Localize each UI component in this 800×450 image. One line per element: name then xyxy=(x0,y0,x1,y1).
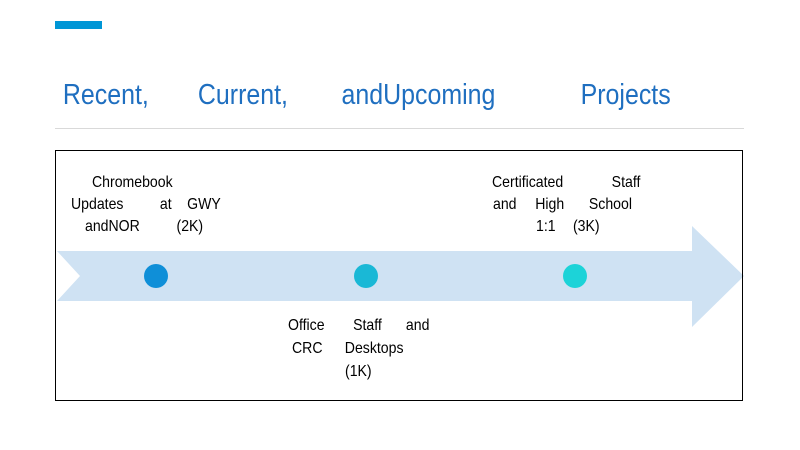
label-word: High xyxy=(535,196,565,213)
milestone-dot-chromebook xyxy=(144,264,168,288)
title-word-projects: Projects xyxy=(580,79,671,111)
timeline-frame xyxy=(55,150,743,401)
label-word: (2K) xyxy=(176,218,204,235)
label-word: Staff xyxy=(353,317,382,334)
label-word: 1:1 xyxy=(536,218,556,235)
title-word-recent: Recent, xyxy=(62,79,149,111)
label-word: Chromebook xyxy=(92,174,173,191)
timeline-arrow xyxy=(57,226,744,327)
title-word-current: Current, xyxy=(197,79,288,111)
page-title: Recent, Current, andUpcoming Projects xyxy=(56,79,671,119)
title-word-and-upcoming: andUpcoming xyxy=(341,79,496,111)
label-word: GWY xyxy=(187,196,221,213)
label-word: Certificated xyxy=(492,174,564,191)
label-word: Staff xyxy=(611,174,641,191)
label-word: (1K) xyxy=(345,363,372,380)
accent-bar xyxy=(55,21,102,29)
label-word: andNOR xyxy=(85,218,140,235)
milestone-dot-office xyxy=(354,264,378,288)
label-word: CRC xyxy=(292,340,323,357)
label-word: Office xyxy=(288,317,325,334)
label-word: Updates xyxy=(71,196,124,213)
label-word: (3K) xyxy=(572,218,600,235)
label-word: and xyxy=(493,196,517,213)
label-word: and xyxy=(405,317,430,334)
label-word: Desktops xyxy=(344,340,404,357)
label-word: School xyxy=(588,196,632,213)
label-word: at xyxy=(159,196,172,213)
title-divider xyxy=(55,128,744,129)
milestone-dot-certificated xyxy=(563,264,587,288)
